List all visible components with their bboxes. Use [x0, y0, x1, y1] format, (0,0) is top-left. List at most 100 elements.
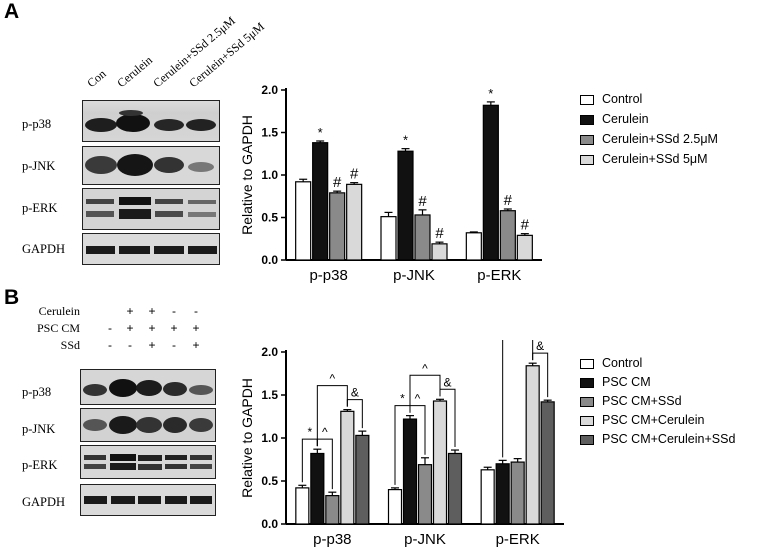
- legend-swatch: [580, 378, 594, 388]
- legend-b: Control PSC CM PSC CM+SSd PSC CM+Cerulein PS…: [580, 356, 766, 456]
- bar: [431, 243, 448, 261]
- significance-mark: #: [435, 225, 444, 242]
- y-tick-label: 0.0: [261, 517, 278, 531]
- blot-label-p-jnk: p-JNK: [22, 159, 56, 173]
- legend-entry: PSC CM+SSd: [602, 394, 682, 408]
- bar: [510, 461, 525, 525]
- condition-sign: -: [128, 338, 132, 352]
- significance-mark: *: [488, 86, 493, 101]
- lane-label-con: Con: [84, 66, 109, 91]
- condition-label: Cerulein: [38, 304, 80, 318]
- bar: [380, 216, 397, 261]
- y-tick-label: 0.5: [261, 211, 278, 225]
- condition-table: Cerulein + + - - PSC CM - + + + + SSd - - + - +: [18, 304, 218, 364]
- bar: [499, 210, 516, 261]
- significance-bracket: [532, 352, 549, 398]
- condition-sign: +: [170, 321, 178, 335]
- bar: [516, 234, 533, 261]
- blot-label-b-p-jnk: p-JNK: [22, 422, 56, 436]
- blot-label-b-p-p38: p-p38: [22, 385, 52, 399]
- blot-image-b-p-erk: [80, 445, 216, 479]
- lane-label-cerulein: Cerulein: [114, 52, 156, 91]
- blot-image-p-jnk: [82, 146, 220, 185]
- bar: [295, 487, 310, 525]
- significance-bracket: [316, 385, 348, 447]
- legend-swatch: [580, 435, 594, 445]
- blot-label-gapdh: GAPDH: [22, 242, 66, 256]
- blot-image-b-gapdh: [80, 484, 216, 516]
- y-axis-label: Relative to GAPDH: [240, 378, 255, 498]
- legend-entry: Control: [602, 356, 643, 370]
- condition-sign: -: [108, 321, 112, 335]
- bar: [312, 142, 329, 261]
- bracket-mark: *: [307, 425, 312, 439]
- bar: [482, 104, 499, 261]
- y-tick-label: 0.0: [261, 253, 278, 267]
- bar: [402, 418, 418, 525]
- bar: [355, 434, 370, 525]
- blot-image-p-p38: [82, 100, 220, 142]
- bar: [397, 150, 414, 261]
- y-axis-label: Relative to GAPDH: [240, 115, 255, 235]
- condition-sign: -: [172, 304, 176, 318]
- bracket-mark: ^: [415, 392, 421, 406]
- significance-mark: *: [403, 133, 408, 148]
- y-tick-label: 1.0: [261, 168, 278, 182]
- bar: [432, 400, 448, 525]
- legend-entry: Cerulein+SSd 2.5μM: [602, 132, 718, 146]
- legend-a: Control Cerulein Cerulein+SSd 2.5μM Cerulei…: [580, 92, 760, 172]
- significance-mark: #: [504, 192, 513, 209]
- y-tick-label: 0.5: [261, 474, 278, 488]
- blot-image-p-erk: [82, 188, 220, 230]
- condition-sign: -: [194, 304, 198, 318]
- blot-label-b-p-erk: p-ERK: [22, 458, 58, 472]
- y-tick-label: 2.0: [261, 345, 278, 359]
- y-tick-label: 1.5: [261, 388, 278, 402]
- x-category-label: p-p38: [309, 267, 347, 284]
- condition-sign: +: [126, 304, 134, 318]
- blot-label-b-gapdh: GAPDH: [22, 495, 66, 509]
- x-category-label: p-JNK: [404, 531, 446, 548]
- condition-sign: +: [148, 321, 156, 335]
- legend-swatch: [580, 135, 594, 145]
- significance-mark: #: [350, 166, 359, 183]
- x-category-label: p-JNK: [393, 267, 435, 284]
- condition-sign: +: [192, 321, 200, 335]
- bracket-mark: ^: [322, 425, 328, 439]
- significance-mark: *: [318, 125, 323, 140]
- condition-sign: +: [126, 321, 134, 335]
- significance-mark: #: [521, 217, 530, 234]
- significance-bracket: [502, 340, 534, 458]
- x-category-label: p-ERK: [477, 267, 521, 284]
- bar: [340, 410, 355, 525]
- bar: [540, 401, 555, 525]
- blot-image-b-p-p38: [80, 369, 216, 405]
- chart-a: Relative to GAPDH 0.0 0.5 1.0 1.5 2.0 * # # p-p38…: [240, 83, 542, 284]
- condition-label: SSd: [60, 338, 80, 352]
- legend-swatch: [580, 95, 594, 105]
- legend-swatch: [580, 359, 594, 369]
- legend-swatch: [580, 416, 594, 426]
- chart-b: Relative to GAPDH 0.0 0.5 1.0 1.5 2.0 p-p38 p-J…: [240, 340, 564, 548]
- legend-entry: Control: [602, 92, 643, 106]
- significance-mark: #: [418, 193, 427, 210]
- bracket-mark: &: [536, 340, 544, 353]
- bar: [465, 232, 482, 261]
- condition-sign: -: [108, 338, 112, 352]
- y-tick-label: 2.0: [261, 83, 278, 97]
- legend-swatch: [580, 155, 594, 165]
- legend-entry: PSC CM+Cerulein+SSd: [602, 432, 736, 446]
- bar: [329, 192, 346, 261]
- bracket-mark: &: [351, 386, 359, 400]
- bracket-mark: *: [400, 392, 405, 406]
- x-category-label: p-ERK: [496, 531, 540, 548]
- bar: [417, 464, 433, 525]
- bracket-mark: ^: [330, 372, 336, 386]
- significance-bracket: [346, 399, 363, 429]
- legend-entry: PSC CM: [602, 375, 651, 389]
- panel-a-letter: A: [4, 0, 20, 23]
- bar: [387, 489, 403, 525]
- legend-swatch: [580, 115, 594, 125]
- significance-bracket: [439, 388, 456, 448]
- bar: [310, 452, 325, 525]
